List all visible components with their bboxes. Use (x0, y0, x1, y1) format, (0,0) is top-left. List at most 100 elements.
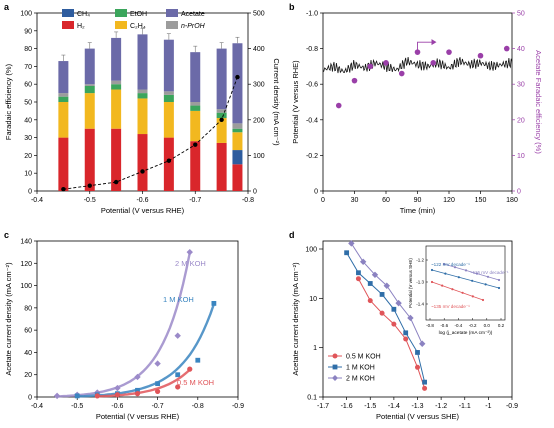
inset-x-tick-label: 0.2 (498, 323, 505, 328)
panel-a: -0.4 -0.5 -0.6 -0.7 -0.801020304050607080901… (4, 9, 281, 215)
bar-segment-H2 (58, 137, 69, 191)
y-tick-label: 0 (314, 189, 318, 196)
bar-segment-C2H4 (111, 89, 122, 129)
bar-segment-H2 (84, 128, 95, 191)
legend: 0.5 M KOH 1 M KOH 2 M KOH (328, 353, 381, 383)
panel-c: -0.4 -0.5 -0.6 -0.7 -0.8 -0.9 0 20 40 60 80 100 120 1… (4, 239, 244, 422)
y2-tick-label: 100 (253, 153, 265, 160)
data-point (379, 292, 385, 297)
y2-tick-label: 200 (253, 117, 265, 124)
x-tick-label: -1.2 (435, 403, 447, 410)
data-point (155, 388, 161, 395)
x-tick-label: -1.3 (411, 403, 423, 410)
acetate-fe-point (351, 77, 358, 84)
inset-point (497, 286, 501, 290)
y-tick-label: -0.4 (306, 117, 318, 124)
inset-point (471, 279, 474, 282)
x-tick-label: -0.4 (31, 197, 43, 204)
data-point (415, 364, 420, 370)
inset-point (442, 262, 446, 266)
series-label-1: 1 M KOH (163, 295, 194, 304)
data-point (155, 381, 160, 387)
inset-point (444, 272, 447, 275)
acetate-fe-point (398, 70, 405, 77)
current-density-point (113, 179, 119, 185)
data-point (407, 314, 414, 322)
potential-trace (322, 56, 513, 74)
bar-segment-nPrOH (216, 109, 227, 113)
bar-segment-C2H4 (58, 102, 69, 138)
y-tick-label: 70 (24, 64, 32, 71)
bar-segment-EtOH (84, 85, 95, 94)
inset-point (464, 269, 468, 272)
data-point (422, 385, 428, 391)
y2-axis-label: Acetate Faradaic efficiency (%) (534, 50, 543, 154)
inset-point (484, 283, 487, 286)
y2-tick-label: 500 (253, 11, 265, 18)
bar-segment-C2H4 (137, 98, 148, 135)
inset-annotation: ~135 mV decade⁻¹ (431, 304, 470, 309)
bar-segment-EtOH (232, 128, 243, 133)
x-tick-label: -0.6 (136, 197, 148, 204)
current-density-point (235, 74, 240, 80)
data-point (391, 321, 397, 327)
data-point (211, 301, 217, 306)
bar-segment-C2H4 (216, 118, 227, 143)
acetate-fe-point (430, 60, 437, 66)
acetate-fe-point (446, 49, 452, 55)
legend-marker (332, 353, 338, 359)
legend-marker (332, 364, 338, 370)
legend-label-CH4: CH₄ (77, 11, 90, 18)
data-point (74, 393, 80, 399)
data-point (175, 384, 181, 390)
bar-segment-nPrOH (137, 89, 148, 94)
x-tick-label: -1.5 (364, 403, 376, 410)
data-point (348, 240, 355, 247)
bar-segment-H2 (163, 137, 174, 191)
inset-point (457, 276, 460, 279)
legend-marker (332, 375, 338, 381)
bar-segment-nPrOH (111, 80, 122, 85)
panel-b: 0 30 60 90 120 150 1800-0.2-0.4-0.6-0.8-1.0010… (291, 11, 543, 216)
x-tick-label: -1.1 (459, 403, 471, 410)
series-line-0 (357, 278, 426, 389)
data-point (187, 366, 193, 372)
y-tick-label: 60 (24, 328, 32, 335)
y-tick-label: 0 (28, 395, 32, 402)
x-tick-label: 30 (351, 197, 359, 204)
y-tick-label: 40 (24, 117, 32, 124)
bar-segment-C2H4 (163, 102, 174, 138)
inset-y-tick-label: -1.3 (416, 280, 424, 285)
data-point (344, 250, 350, 256)
y-axis-label: Potential (V versus RHE) (291, 60, 300, 144)
y-tick-label: 10 (309, 296, 317, 303)
data-point (367, 281, 373, 286)
y-axis-label: Acetate current density (mA cm⁻²) (291, 262, 300, 376)
data-point (419, 340, 426, 347)
inset-x-tick-label: -0.2 (469, 323, 477, 328)
y-tick-label: 0.1 (307, 395, 317, 402)
bar-segment-nPrOH (163, 91, 174, 95)
legend-swatch-Acetate (166, 9, 178, 17)
bar-segment-EtOH (163, 94, 174, 102)
legend-label-H2: H₂ (77, 23, 85, 30)
data-point (391, 306, 397, 312)
x-tick-label: -1.4 (388, 403, 400, 410)
x-axis-label: Time (min) (400, 206, 436, 215)
data-point (355, 276, 361, 282)
bar-segment-H2 (137, 134, 148, 191)
y-tick-label: 60 (24, 82, 32, 89)
legend-label-Acetate: Acetate (181, 11, 205, 18)
inset-fit-line (443, 263, 500, 281)
y-tick-label: 80 (24, 46, 32, 53)
panel-label-b: b (289, 2, 295, 12)
y-tick-label: 20 (24, 372, 32, 379)
current-density-point (193, 142, 198, 147)
x-tick-label: -0.5 (71, 403, 83, 410)
y-tick-label: 1 (313, 345, 317, 352)
data-point (359, 258, 367, 266)
y-tick-label: 100 (305, 247, 317, 254)
bar-segment-Acetate (137, 34, 148, 90)
data-point (134, 373, 141, 381)
